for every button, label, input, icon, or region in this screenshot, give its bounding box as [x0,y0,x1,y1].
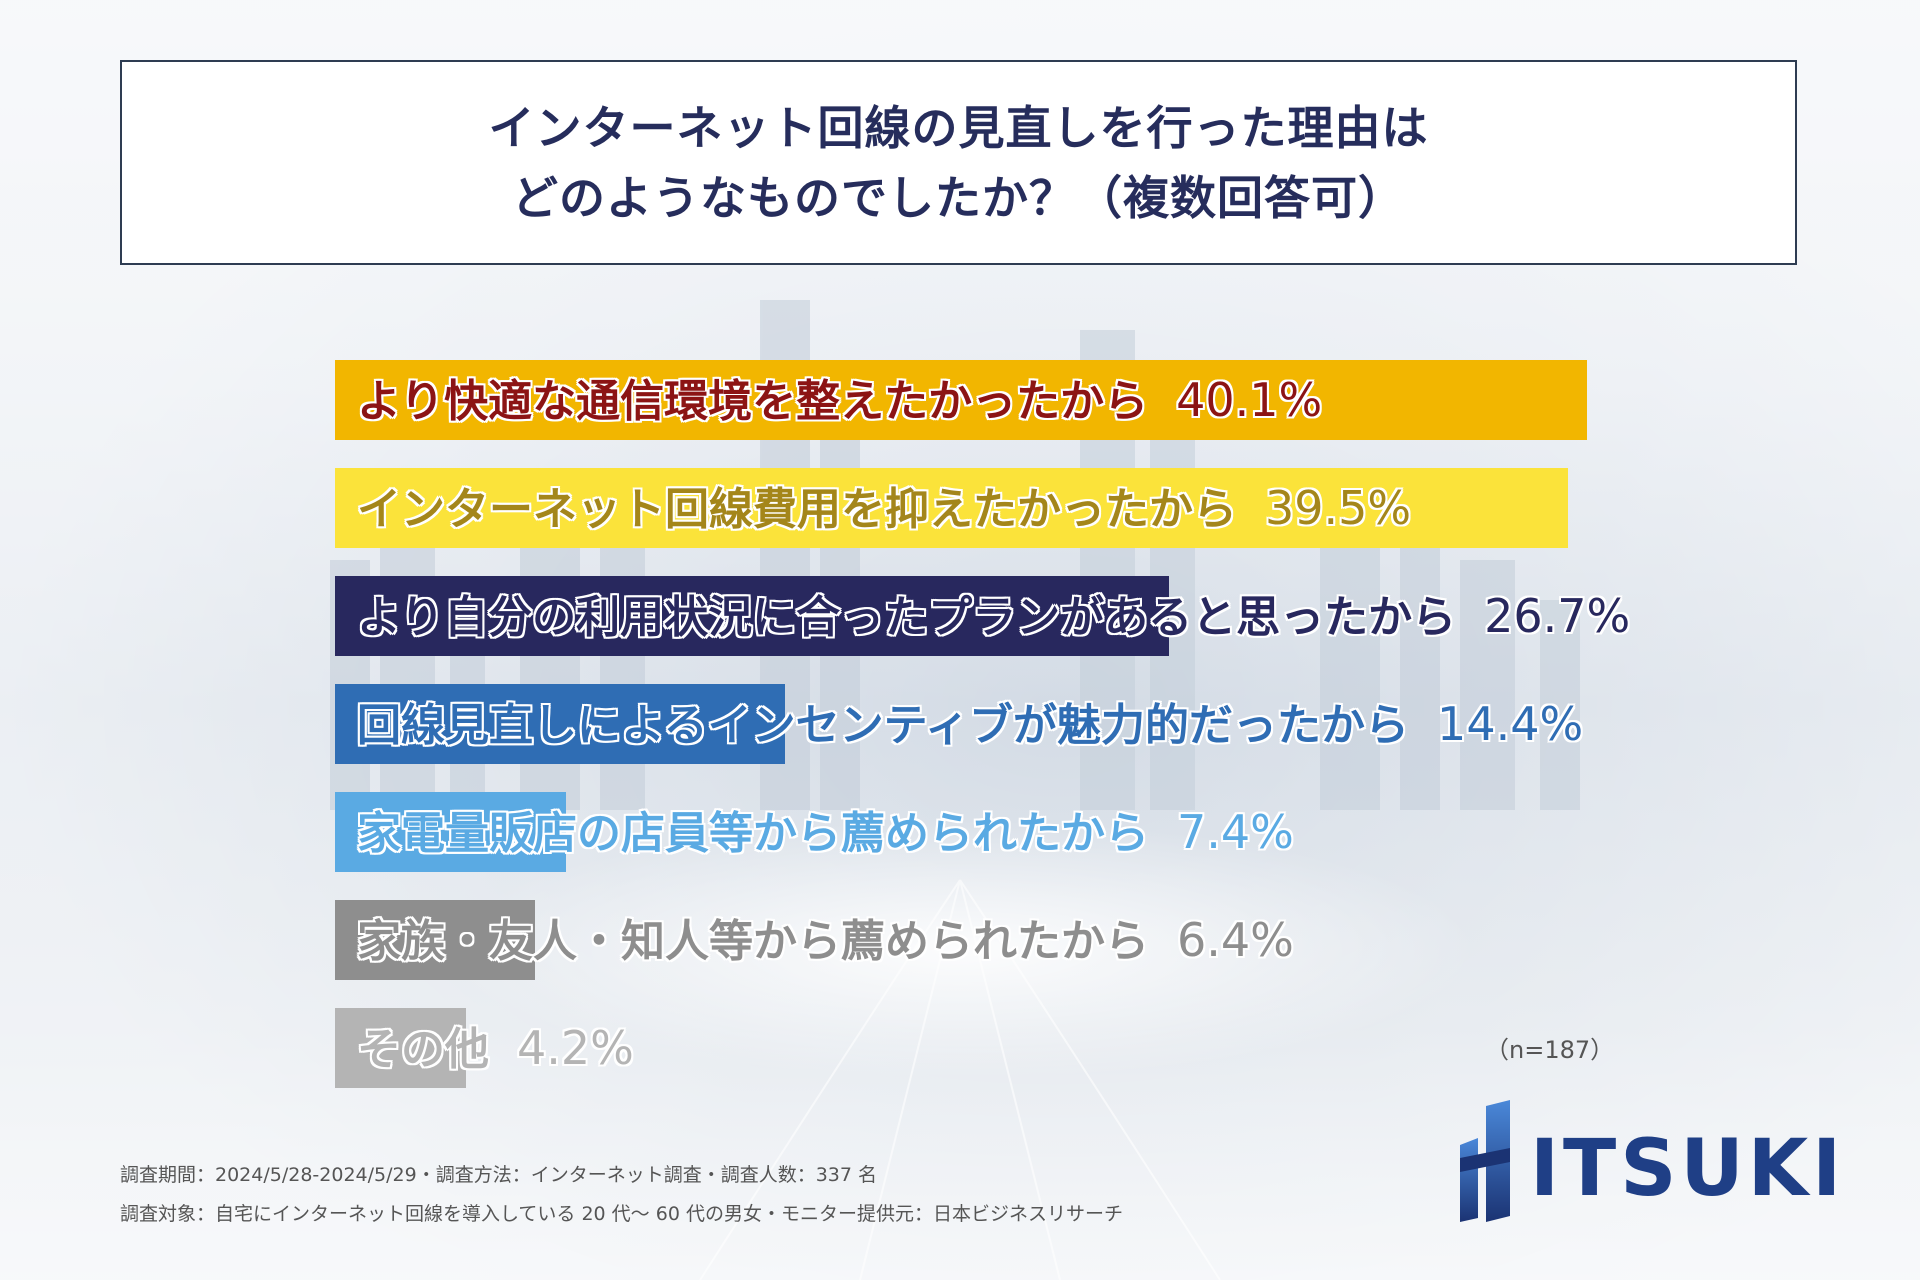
chart-title-line-1: インターネット回線の見直しを行った理由は [488,100,1429,155]
category-label: 回線見直しによるインセンティブが魅力的だったから [357,700,1410,751]
survey-info-line-2: 調査対象：自宅にインターネット回線を導入している 20 代～ 60 代の男女・モ… [120,1203,1123,1225]
value-label: 14.4% [1437,697,1584,751]
bar-label: 家族・友人・知人等から薦められたから 6.4% [357,900,1294,980]
category-label: その他 [357,1024,489,1075]
bar-label: その他 4.2% [357,1008,634,1088]
chart-title-line-2: どのようなものでしたか？（複数回答可） [512,170,1405,225]
bar-label: より快適な通信環境を整えたかったから 40.1% [357,360,1322,440]
value-label: 39.5% [1265,481,1412,535]
category-label: より快適な通信環境を整えたかったから [357,376,1149,427]
category-label: より自分の利用状況に合ったプランがあると思ったから [357,592,1457,643]
value-label: 26.7% [1484,589,1631,643]
value-label: 6.4% [1177,913,1294,967]
bar-label: 家電量販店の店員等から薦められたから 7.4% [357,792,1294,872]
chart-bar [335,360,1587,440]
survey-info-line-1: 調査期間：2024/5/28-2024/5/29・調査方法：インターネット調査・… [120,1164,878,1186]
chart-bar [335,576,1169,656]
chart-bar [335,792,566,872]
chart-bar [335,468,1568,548]
category-label: 家族・友人・知人等から薦められたから [357,916,1149,967]
value-label: 7.4% [1177,805,1294,859]
sample-size-note: （n=187） [1485,1036,1615,1064]
value-label: 4.2% [517,1021,634,1075]
value-label: 40.1% [1176,373,1323,427]
logo-text: ITSUKI [1530,1124,1846,1214]
bar-label: より自分の利用状況に合ったプランがあると思ったから 26.7% [357,576,1630,656]
bar-label: 回線見直しによるインセンティブが魅力的だったから 14.4% [357,684,1583,764]
title-box: インターネット回線の見直しを行った理由は どのようなものでしたか？（複数回答可） [120,60,1797,265]
bar-label: インターネット回線費用を抑えたかったから 39.5% [357,468,1411,548]
chart-bar [335,1008,466,1088]
chart-bar [335,684,785,764]
logo-mark-icon [1460,1100,1510,1222]
category-label: 家電量販店の店員等から薦められたから [357,808,1149,859]
chart-bar [335,900,535,980]
itsuki-logo: ITSUKI [1450,1100,1841,1225]
category-label: インターネット回線費用を抑えたかったから [357,484,1237,535]
